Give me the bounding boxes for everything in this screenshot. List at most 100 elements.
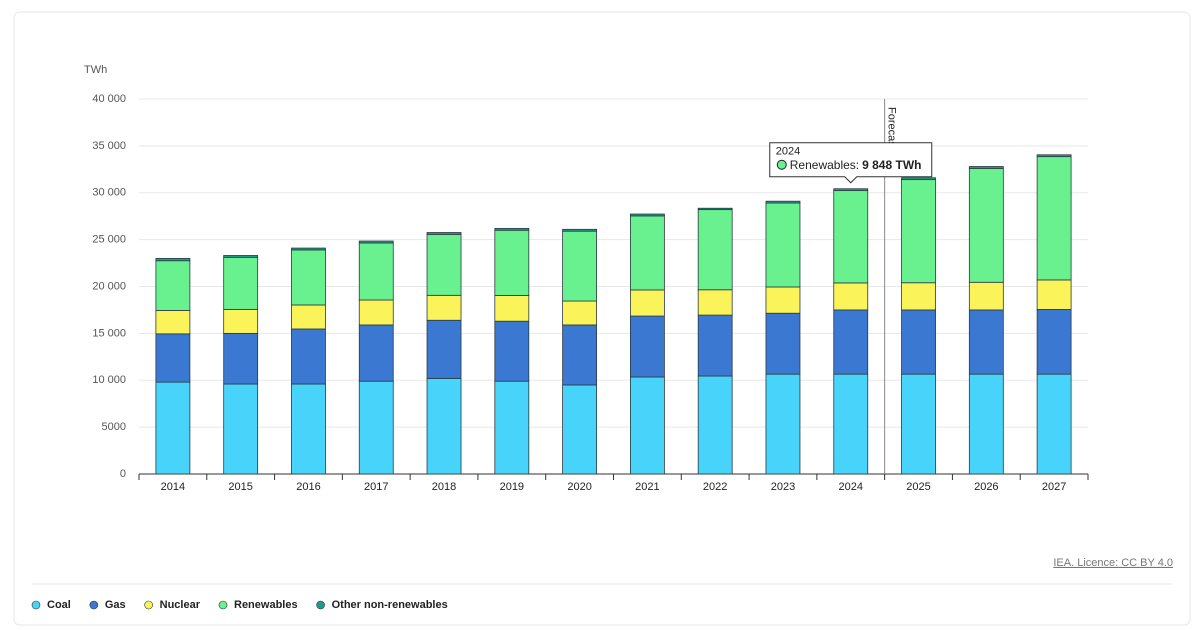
x-tick-label: 2018 — [432, 481, 456, 493]
bar-segment — [291, 328, 326, 385]
bar-segment — [155, 257, 191, 262]
bar-segment — [562, 324, 598, 386]
bar-segment — [765, 312, 801, 375]
tooltip-title: 2024 — [776, 146, 800, 158]
x-tick-label: 2024 — [839, 481, 863, 493]
bar-segment — [1036, 279, 1072, 310]
y-tick-label: 0 — [120, 468, 126, 480]
bar-segment — [223, 308, 259, 334]
bar-segment — [697, 207, 733, 211]
y-tick-label: 5000 — [102, 421, 126, 433]
bar-segment — [1036, 309, 1072, 375]
legend-label[interactable]: Gas — [105, 599, 126, 611]
legend-swatch — [144, 600, 153, 610]
bar-segment — [1036, 373, 1072, 475]
tooltip-swatch — [776, 159, 787, 170]
y-tick-label: 20 000 — [92, 280, 126, 292]
bar-segment — [291, 247, 326, 251]
y-tick-label: 35 000 — [92, 140, 126, 152]
x-tick-label: 2027 — [1042, 481, 1066, 493]
x-tick-label: 2019 — [500, 481, 524, 493]
bar-segment — [697, 375, 733, 475]
legend-label[interactable]: Nuclear — [160, 599, 201, 611]
x-tick-label: 2025 — [906, 481, 930, 493]
bar-segment — [291, 383, 326, 475]
legend-swatch — [218, 600, 228, 610]
card — [13, 11, 1191, 626]
bar-segment — [629, 289, 665, 317]
y-tick-label: 30 000 — [92, 187, 126, 199]
bar-segment — [426, 232, 462, 235]
bar-segment — [765, 200, 801, 204]
bar-segment — [562, 230, 598, 302]
legend-swatch — [31, 600, 41, 610]
bar-segment — [155, 333, 191, 383]
bar-segment — [968, 166, 1004, 169]
bar-segment — [901, 179, 936, 284]
bar-segment — [155, 260, 191, 311]
bar-segment — [833, 309, 869, 375]
bar-segment — [562, 228, 598, 232]
bar-segment — [155, 310, 191, 335]
bar-segment — [426, 319, 462, 379]
bar-segment — [765, 202, 801, 288]
bar-segment — [562, 384, 598, 475]
bar-segment — [426, 377, 462, 475]
tooltip-label: Renewables: — [790, 158, 859, 172]
bar-segment — [291, 304, 326, 330]
bar-segment — [223, 383, 259, 475]
bar-segment — [833, 373, 869, 475]
bar-segment — [494, 229, 530, 296]
bar-segment — [291, 249, 326, 306]
legend-label[interactable]: Coal — [47, 599, 71, 611]
x-tick-label: 2015 — [228, 481, 252, 493]
bar-segment — [765, 286, 801, 314]
bar-segment — [629, 315, 665, 378]
legend-label[interactable]: Other non-renewables — [332, 599, 448, 611]
x-tick-label: 2023 — [771, 481, 795, 493]
bar-segment — [629, 215, 665, 291]
bar-segment — [697, 289, 733, 316]
bar-segment — [968, 309, 1004, 375]
bar-segment — [494, 295, 530, 322]
bar-segment — [833, 190, 869, 284]
legend-swatch — [316, 600, 325, 610]
bar-segment — [697, 314, 733, 377]
x-tick-label: 2016 — [296, 481, 320, 493]
source[interactable]: IEA. Licence: CC BY 4.0 — [1053, 557, 1173, 569]
bar-segment — [833, 282, 869, 311]
bar-segment — [358, 299, 394, 326]
bar-segment — [1036, 156, 1072, 281]
bar-segment — [629, 213, 665, 217]
x-tick-label: 2021 — [635, 481, 659, 493]
bar-segment — [426, 294, 462, 321]
bar-segment — [494, 227, 530, 231]
bar-segment — [494, 320, 530, 382]
y-tick-label: 25 000 — [92, 234, 126, 246]
bar-segment — [901, 373, 936, 475]
y-unit: TWh — [84, 64, 107, 76]
bar-segment — [562, 300, 598, 326]
bar-segment — [358, 240, 394, 244]
bar-segment — [629, 376, 665, 475]
bar-segment — [901, 282, 936, 311]
bar-segment — [155, 381, 191, 475]
bar-segment — [765, 373, 801, 475]
bar-segment — [1036, 154, 1072, 158]
bar-segment — [223, 255, 259, 258]
bar-segment — [901, 177, 936, 181]
tooltip-box — [769, 142, 933, 184]
bar-segment — [494, 380, 530, 475]
bar-segment — [426, 233, 462, 296]
bar-segment — [223, 332, 259, 385]
bar-segment — [358, 380, 394, 475]
y-tick-label: 40 000 — [92, 93, 126, 105]
x-tick-label: 2017 — [364, 481, 388, 493]
y-tick-label: 10 000 — [92, 374, 126, 386]
bar-segment — [223, 256, 259, 310]
bar-segment — [697, 209, 733, 291]
legend-label[interactable]: Renewables — [234, 599, 298, 611]
bar-segment — [968, 167, 1004, 283]
